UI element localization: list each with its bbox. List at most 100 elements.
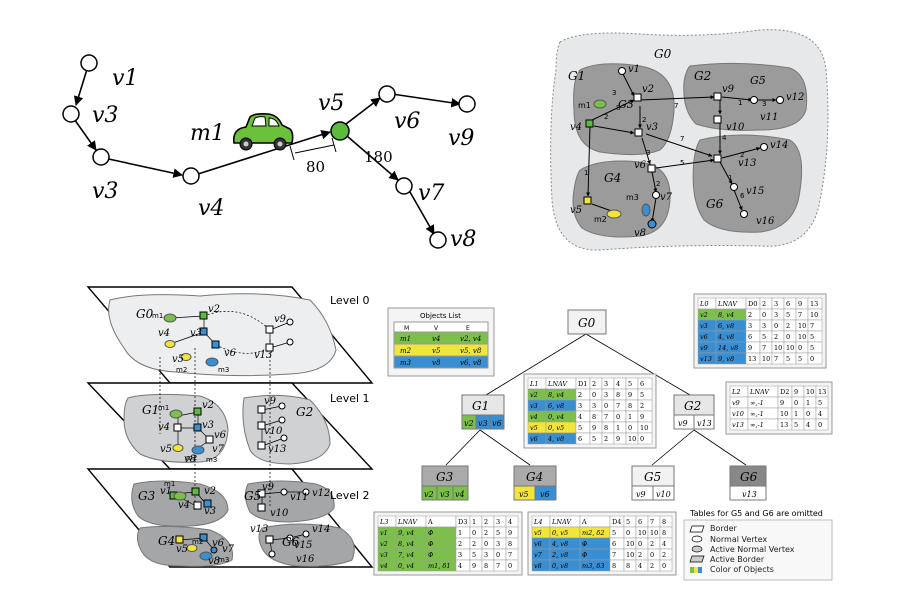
table-cell: 5 bbox=[612, 529, 616, 537]
table-cell: 3 bbox=[774, 300, 778, 308]
table-cell: 9 bbox=[794, 388, 798, 396]
vertex-label: v6 bbox=[394, 109, 420, 134]
table-cell: 3 bbox=[604, 391, 608, 399]
table-cell: v13 bbox=[732, 421, 744, 429]
svg-text:v9: v9 bbox=[274, 314, 287, 325]
svg-text:v4: v4 bbox=[570, 122, 582, 133]
table-cell: 10 bbox=[774, 344, 782, 352]
table-cell: 3 bbox=[748, 322, 752, 330]
table-cell: ∞,-1 bbox=[750, 399, 764, 407]
table-cell: v9 bbox=[700, 344, 708, 352]
vertex-label: v7 bbox=[418, 181, 444, 206]
table-cell: 0 bbox=[604, 402, 608, 410]
svg-text:G4: G4 bbox=[526, 470, 543, 484]
table-cell: 5 bbox=[626, 518, 630, 526]
vertex-label: v1 bbox=[112, 66, 138, 91]
table-cell: 10 bbox=[806, 388, 814, 396]
level-label: Level 2 bbox=[330, 489, 370, 502]
svg-text:v2: v2 bbox=[642, 84, 654, 95]
svg-text:Objects List: Objects List bbox=[420, 312, 461, 320]
table-cell: 8 bbox=[626, 562, 630, 570]
svg-text:1: 1 bbox=[584, 169, 588, 177]
table-cell: 5 bbox=[810, 333, 814, 341]
table-cell: 2 bbox=[650, 562, 654, 570]
table-cell: 13 bbox=[818, 388, 826, 396]
svg-text:G1: G1 bbox=[568, 69, 585, 83]
table-cell: 1 bbox=[472, 518, 476, 526]
table-cell: 0 bbox=[484, 540, 488, 548]
svg-text:v11: v11 bbox=[760, 112, 778, 123]
table-cell: v2 bbox=[530, 391, 538, 399]
level-label: Level 0 bbox=[330, 294, 370, 307]
table-cell: m1, δ1 bbox=[428, 562, 450, 570]
svg-text:2: 2 bbox=[604, 113, 608, 121]
svg-text:G5: G5 bbox=[244, 489, 261, 503]
table-cell: 8 bbox=[484, 562, 488, 570]
svg-text:V: V bbox=[434, 325, 439, 332]
table-cell: Φ bbox=[428, 529, 434, 537]
svg-text:v13: v13 bbox=[742, 490, 757, 499]
svg-text:v3: v3 bbox=[204, 506, 216, 517]
svg-text:v2: v2 bbox=[464, 419, 474, 428]
table-cell: D1 bbox=[578, 380, 587, 388]
table-cell: 7 bbox=[604, 413, 608, 421]
table-cell: 0 bbox=[650, 551, 654, 559]
table-cell: 5 bbox=[818, 399, 822, 407]
table-cell: 0 bbox=[508, 562, 512, 570]
table-cell: 0 bbox=[798, 344, 802, 352]
svg-text:v7: v7 bbox=[212, 444, 225, 455]
svg-text:1: 1 bbox=[738, 99, 742, 107]
table-cell: 7 bbox=[798, 311, 802, 319]
table-cell: 5 bbox=[794, 421, 798, 429]
table-cell: L4 bbox=[533, 518, 542, 526]
table-cell: 5 bbox=[786, 311, 790, 319]
table-cell: v13 bbox=[700, 355, 712, 363]
table-cell: 3 bbox=[762, 322, 766, 330]
svg-text:Normal Vertex: Normal Vertex bbox=[710, 535, 767, 544]
svg-text:m3: m3 bbox=[206, 456, 217, 464]
vertex-node bbox=[92, 148, 110, 166]
table-cell: 10 bbox=[638, 529, 646, 537]
svg-text:v14: v14 bbox=[770, 140, 788, 151]
table-cell: 10 bbox=[650, 529, 658, 537]
table-cell: 10 bbox=[780, 410, 788, 418]
table-cell: 3 bbox=[578, 402, 582, 410]
svg-text:v2: v2 bbox=[202, 400, 214, 411]
svg-text:v6: v6 bbox=[214, 430, 227, 441]
table-cell: 5 bbox=[472, 551, 476, 559]
svg-text:v13: v13 bbox=[250, 524, 268, 535]
svg-text:v6: v6 bbox=[224, 348, 237, 359]
svg-text:m3: m3 bbox=[218, 366, 229, 374]
svg-text:Active Normal Vertex: Active Normal Vertex bbox=[710, 545, 795, 554]
vertex-node bbox=[80, 54, 98, 72]
svg-text:G4: G4 bbox=[158, 534, 175, 548]
table-cell: 10 bbox=[798, 322, 806, 330]
table-cell: 6 bbox=[640, 380, 644, 388]
table-cell: 2 bbox=[650, 540, 654, 548]
svg-text:v11: v11 bbox=[290, 492, 308, 503]
svg-text:3: 3 bbox=[646, 149, 650, 157]
table-cell: 0 bbox=[496, 551, 500, 559]
svg-text:v12: v12 bbox=[312, 488, 330, 499]
table-cell: 10 bbox=[640, 424, 648, 432]
svg-text:v3: v3 bbox=[646, 122, 658, 133]
svg-text:v3: v3 bbox=[202, 420, 214, 431]
table-cell: 10 bbox=[626, 551, 634, 559]
table-cell: 3 bbox=[496, 540, 500, 548]
table-cell: D4 bbox=[612, 518, 621, 526]
vertex-label: v8 bbox=[450, 227, 476, 252]
hierarchical-graph: 3 2 7 8 2 7 3 1 3 4 5 2 1 6 1 8 2 bbox=[550, 29, 829, 251]
svg-text:v7: v7 bbox=[660, 192, 673, 203]
table-cell: 5 bbox=[798, 355, 802, 363]
svg-text:Tables for G5 and G6 are omitt: Tables for G5 and G6 are omitted bbox=[689, 509, 823, 518]
table-cell: LNAV bbox=[547, 380, 568, 388]
svg-text:v6, v8: v6, v8 bbox=[460, 359, 482, 367]
table-cell: 0, v5 bbox=[552, 529, 568, 537]
table-cell: 8 bbox=[592, 413, 596, 421]
table-cell: 6 bbox=[748, 333, 752, 341]
table-cell: v4 bbox=[380, 562, 388, 570]
table-cell: 2, v8 bbox=[551, 551, 568, 559]
table-cell: 10 bbox=[626, 540, 634, 548]
table-cell: 0 bbox=[472, 529, 476, 537]
svg-text:6: 6 bbox=[740, 192, 745, 200]
